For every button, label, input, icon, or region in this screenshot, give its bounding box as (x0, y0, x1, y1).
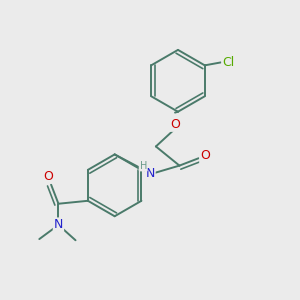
Text: O: O (170, 118, 180, 131)
Text: O: O (200, 149, 210, 162)
Text: N: N (145, 167, 155, 180)
Text: Cl: Cl (222, 56, 234, 69)
Text: O: O (43, 170, 53, 183)
Text: N: N (54, 218, 63, 231)
Text: H: H (140, 160, 147, 171)
